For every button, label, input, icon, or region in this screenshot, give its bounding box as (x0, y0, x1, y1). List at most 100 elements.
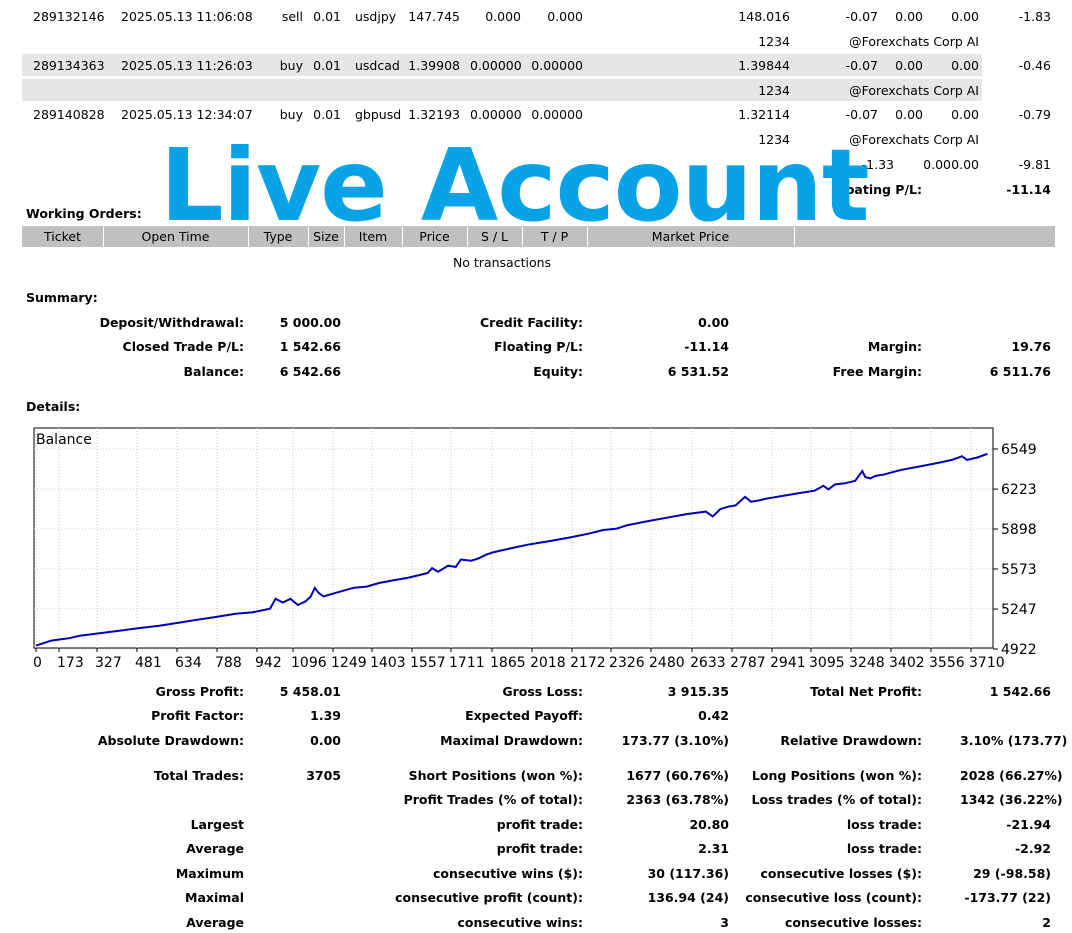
floating-pl-label: Floating P/L: (833, 182, 922, 197)
stat-value: 2363 (63.78%) (626, 792, 729, 807)
y-tick-label: 5898 (1001, 522, 1037, 538)
stat-label: Maximum (175, 866, 244, 881)
column-header: Price (419, 229, 450, 244)
trade-swap: 0.00 (951, 107, 979, 122)
floating-pl-value: -11.14 (1006, 182, 1051, 197)
trade-commission: -0.07 (845, 58, 878, 73)
stat-value: 2028 (66.27%) (960, 768, 1063, 783)
x-tick-label: 2326 (609, 655, 645, 671)
summary-value: 6 542.66 (279, 364, 341, 379)
row-gap (982, 54, 1072, 76)
trade-comment: @Forexchats Corp AI (849, 132, 979, 147)
column-separator (103, 226, 104, 247)
stat-label: Long Positions (won %): (751, 768, 922, 783)
summary-title: Summary: (26, 290, 98, 305)
summary-label: Equity: (533, 364, 583, 379)
column-header: Type (263, 229, 293, 244)
stat-label: Average (186, 841, 244, 856)
summary-label: Deposit/Withdrawal: (99, 315, 244, 330)
trade-profit: -1.83 (1018, 9, 1051, 24)
summary-value: 0.00 (698, 315, 729, 330)
y-tick-label: 6549 (1001, 442, 1037, 458)
summary-label: Free Margin: (832, 364, 922, 379)
y-tick-label: 5573 (1001, 562, 1037, 578)
trade-item: usdjpy (355, 9, 397, 24)
column-header: Item (358, 229, 388, 244)
trade-type: sell (281, 9, 303, 24)
trade-size: 0.01 (313, 9, 341, 24)
chart-title: Balance (36, 432, 92, 448)
trade-market-price: 1.39844 (738, 58, 790, 73)
stat-label: Largest (190, 817, 244, 832)
stat-label: consecutive wins: (457, 915, 583, 930)
stat-value: 1.39 (310, 708, 341, 723)
details-title: Details: (26, 399, 81, 414)
x-tick-label: 1711 (449, 655, 485, 671)
stat-value: 2.31 (698, 841, 729, 856)
summary-label: Closed Trade P/L: (122, 339, 244, 354)
trade-open-time: 2025.05.13 11:26:03 (121, 58, 253, 73)
summary-value: -11.14 (684, 339, 729, 354)
stat-label: Total Net Profit: (810, 684, 922, 699)
stat-value: 29 (-98.58) (973, 866, 1051, 881)
stat-value: 3.10% (173.77) (960, 733, 1068, 748)
trade-tp: 0.00000 (531, 107, 583, 122)
summary-value: 5 000.00 (279, 315, 341, 330)
column-header: T / P (540, 229, 569, 244)
summary-label: Balance: (183, 364, 244, 379)
trade-swap: 0.00 (951, 9, 979, 24)
trade-price: 147.745 (408, 9, 460, 24)
x-tick-label: 2941 (770, 655, 806, 671)
stat-value: 5 458.01 (279, 684, 341, 699)
trade-price: 1.32193 (408, 107, 460, 122)
stat-label: loss trade: (846, 841, 922, 856)
column-separator (308, 226, 309, 247)
y-tick-label: 6223 (1001, 482, 1037, 498)
y-tick-label: 5247 (1001, 602, 1037, 618)
trade-item: usdcad (355, 58, 400, 73)
x-tick-label: 481 (135, 655, 162, 671)
column-separator (794, 226, 795, 247)
stat-label: consecutive profit (count): (395, 890, 583, 905)
x-tick-label: 2787 (730, 655, 766, 671)
total-taxes: 0.00 (923, 157, 951, 172)
trade-taxes: 0.00 (895, 9, 923, 24)
stat-value: 3705 (306, 768, 341, 783)
x-tick-label: 0 (33, 655, 42, 671)
balance-series-line (35, 452, 988, 647)
trade-size: 0.01 (313, 58, 341, 73)
stat-label: consecutive wins ($): (432, 866, 583, 881)
balance-chart: 6549 6223 5898 5573 5247 4922 0 173 327 481 634 788… (33, 427, 1037, 671)
column-separator (248, 226, 249, 247)
trade-ticket: 289140828 (33, 107, 105, 122)
stat-label: consecutive losses ($): (760, 866, 922, 881)
stat-label: Profit Factor: (151, 708, 244, 723)
row-gap (982, 79, 1072, 101)
stat-value: 136.94 (24) (647, 890, 729, 905)
x-tick-label: 3556 (929, 655, 965, 671)
x-tick-label: 788 (215, 655, 242, 671)
trade-open-time: 2025.05.13 12:34:07 (121, 107, 253, 122)
trade-market-price: 1.32114 (738, 107, 790, 122)
x-tick-label: 3402 (889, 655, 925, 671)
stat-value: 1677 (60.76%) (626, 768, 729, 783)
total-profit: -9.81 (1018, 157, 1051, 172)
trade-size: 0.01 (313, 107, 341, 122)
trade-profit: -0.46 (1018, 58, 1051, 73)
live-account-watermark: Live Account (160, 127, 870, 244)
summary-value: 6 531.52 (667, 364, 729, 379)
stat-label: Gross Loss: (502, 684, 583, 699)
total-swap: 0.00 (951, 157, 979, 172)
x-tick-label: 3095 (809, 655, 845, 671)
stat-value: -21.94 (1006, 817, 1051, 832)
stat-label: Maximal Drawdown: (440, 733, 583, 748)
x-tick-label: 634 (175, 655, 202, 671)
stat-value: 0.42 (698, 708, 729, 723)
stat-label: Short Positions (won %): (408, 768, 583, 783)
trade-item: gbpusd (355, 107, 402, 122)
trade-commission: -0.07 (845, 107, 878, 122)
trade-type: buy (279, 107, 303, 122)
x-tick-label: 2633 (690, 655, 726, 671)
x-tick-label: 1403 (370, 655, 406, 671)
column-separator (467, 226, 468, 247)
